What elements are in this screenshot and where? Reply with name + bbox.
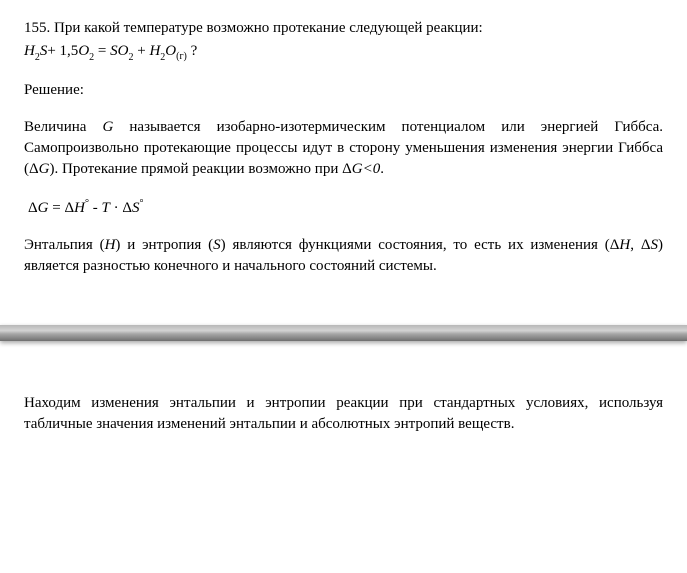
- paragraph-gibbs: Величина G называется изобарно-изотермич…: [24, 117, 663, 180]
- p1-t4: .: [380, 161, 384, 177]
- eq-plus2: +: [133, 43, 149, 59]
- p2-s1: S: [213, 237, 221, 253]
- p2-h1: H: [105, 237, 116, 253]
- paragraph-find-changes: Находим изменения энтальпии и энтропии р…: [24, 393, 663, 435]
- eq-h2o-h: H: [149, 43, 160, 59]
- p1-g3: G<0: [352, 161, 380, 177]
- problem-number-text: 155. При какой температуре возможно прот…: [24, 20, 483, 36]
- eq-h2s-sub: 2: [35, 52, 40, 63]
- f-dh-delta: Δ: [64, 200, 74, 216]
- eq-eq: =: [94, 43, 110, 59]
- solution-label: Решение:: [24, 82, 663, 99]
- f-minus: -: [89, 200, 102, 216]
- page-break-shadow: [0, 325, 687, 341]
- p1-g1: G: [102, 119, 113, 135]
- p2-h2: H: [619, 237, 630, 253]
- reaction-equation: H2S+ 1,5O2 = SO2 + H2O(г) ?: [24, 41, 663, 64]
- f-deg2: °: [139, 198, 143, 209]
- eq-o2-sub: 2: [89, 52, 94, 63]
- eq-question: ?: [187, 43, 197, 59]
- paragraph-state-functions: Энтальпия (H) и энтропия (S) являются фу…: [24, 235, 663, 277]
- eq-gas: (г): [176, 51, 187, 62]
- eq-h2s-h: H: [24, 43, 35, 59]
- p2-t2: ) и энтропия (: [115, 237, 213, 253]
- f-dot: ·: [110, 200, 123, 216]
- page-break-gap: [0, 299, 687, 371]
- gibbs-formula: ΔG = ΔH° - T · ΔS°: [28, 198, 663, 217]
- problem-statement: 155. При какой температуре возможно прот…: [24, 18, 663, 39]
- p2-t1: Энтальпия (: [24, 237, 105, 253]
- eq-plus1: + 1,5: [47, 43, 78, 59]
- f-dh-h: H: [74, 200, 85, 216]
- p1-g2: G: [39, 161, 50, 177]
- eq-so2-sub: 2: [128, 52, 133, 63]
- p1-t1: Величина: [24, 119, 102, 135]
- f-t: T: [101, 200, 109, 216]
- eq-so2: SO: [110, 43, 128, 59]
- f-ds-delta: Δ: [122, 200, 132, 216]
- f-dg-delta: Δ: [28, 200, 38, 216]
- p2-t3: ) являются функциями состояния, то есть …: [221, 237, 620, 253]
- f-eq: =: [49, 200, 65, 216]
- f-dg-g: G: [38, 200, 49, 216]
- p2-comma: , Δ: [630, 237, 650, 253]
- p2-s2: S: [651, 237, 659, 253]
- p1-t3: ). Протекание прямой реакции возможно пр…: [50, 161, 352, 177]
- eq-h2o-o: O: [165, 43, 176, 59]
- page-lower: Находим изменения энтальпии и энтропии р…: [0, 371, 687, 455]
- page-upper: 155. При какой температуре возможно прот…: [0, 0, 687, 299]
- eq-h2o-sub1: 2: [160, 52, 165, 63]
- eq-o2: O: [78, 43, 89, 59]
